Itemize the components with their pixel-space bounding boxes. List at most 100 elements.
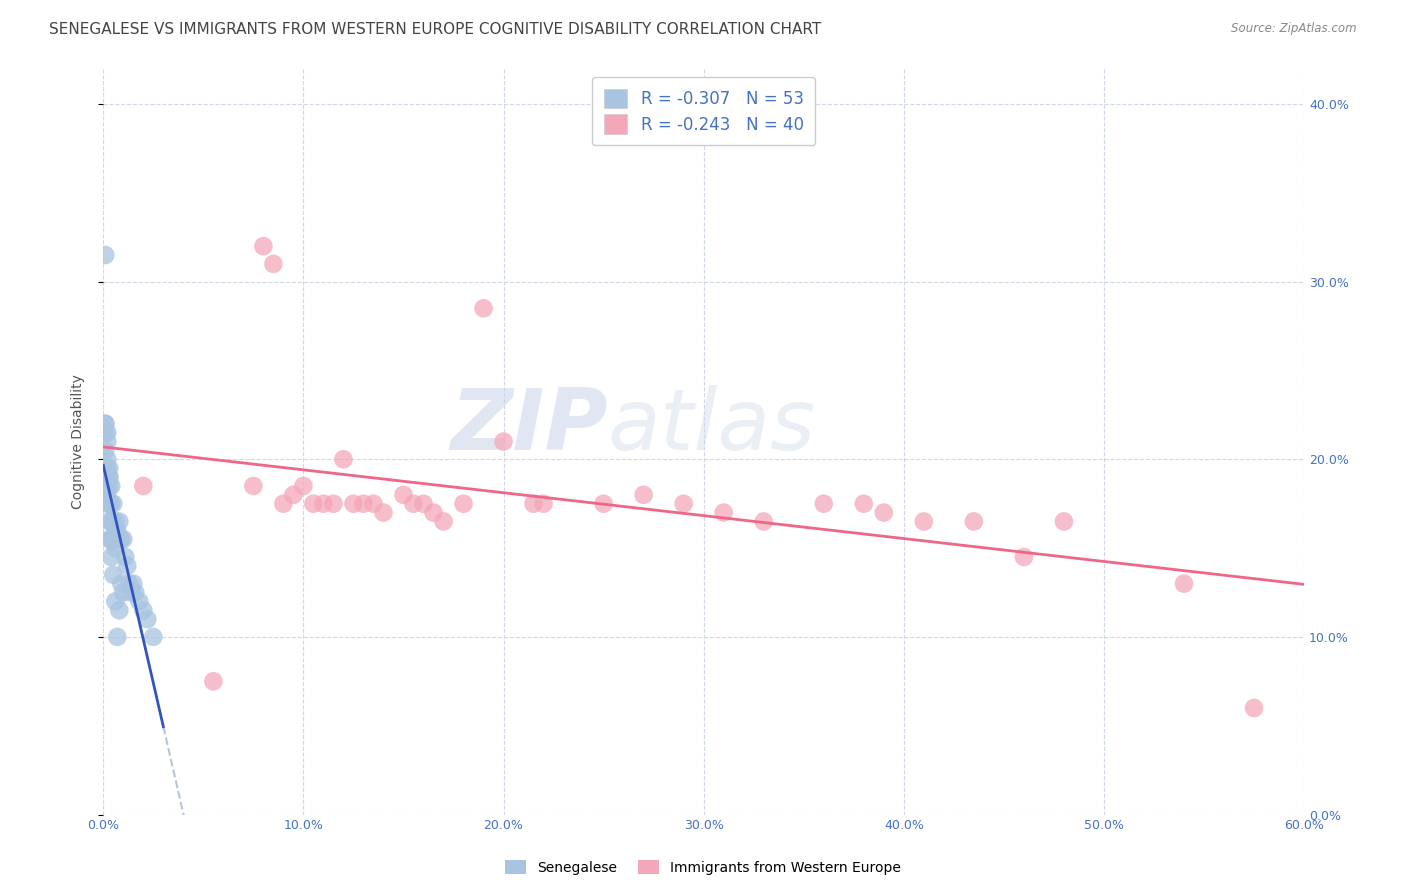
Point	[104, 594, 127, 608]
Point	[912, 515, 935, 529]
Point	[104, 524, 127, 538]
Point	[98, 479, 121, 493]
Point	[672, 497, 695, 511]
Point	[98, 515, 121, 529]
Text: ZIP: ZIP	[450, 385, 607, 468]
Point	[1012, 549, 1035, 564]
Point	[120, 585, 142, 599]
Point	[100, 549, 122, 564]
Point	[752, 515, 775, 529]
Legend: R = -0.307   N = 53, R = -0.243   N = 40: R = -0.307 N = 53, R = -0.243 N = 40	[592, 77, 815, 145]
Point	[103, 533, 125, 547]
Point	[202, 674, 225, 689]
Point	[104, 541, 127, 555]
Legend: Senegalese, Immigrants from Western Europe: Senegalese, Immigrants from Western Euro…	[499, 855, 907, 880]
Point	[963, 515, 986, 529]
Point	[633, 488, 655, 502]
Point	[96, 434, 118, 449]
Point	[103, 497, 125, 511]
Point	[100, 533, 122, 547]
Point	[103, 567, 125, 582]
Point	[98, 533, 121, 547]
Point	[392, 488, 415, 502]
Point	[453, 497, 475, 511]
Point	[1173, 576, 1195, 591]
Point	[94, 248, 117, 262]
Point	[813, 497, 835, 511]
Point	[98, 470, 121, 484]
Point	[94, 417, 117, 431]
Point	[262, 257, 284, 271]
Point	[432, 515, 454, 529]
Point	[128, 594, 150, 608]
Point	[402, 497, 425, 511]
Text: Source: ZipAtlas.com: Source: ZipAtlas.com	[1232, 22, 1357, 36]
Point	[472, 301, 495, 316]
Point	[108, 603, 131, 617]
Point	[100, 515, 122, 529]
Point	[332, 452, 354, 467]
Point	[412, 497, 434, 511]
Point	[713, 506, 735, 520]
Point	[100, 497, 122, 511]
Point	[98, 461, 121, 475]
Point	[302, 497, 325, 511]
Point	[108, 533, 131, 547]
Point	[363, 497, 385, 511]
Point	[108, 515, 131, 529]
Point	[422, 506, 444, 520]
Point	[114, 549, 136, 564]
Point	[873, 506, 896, 520]
Point	[96, 479, 118, 493]
Point	[96, 425, 118, 440]
Point	[592, 497, 614, 511]
Point	[242, 479, 264, 493]
Point	[105, 524, 128, 538]
Point	[342, 497, 364, 511]
Point	[105, 630, 128, 644]
Point	[523, 497, 546, 511]
Point	[492, 434, 515, 449]
Point	[98, 470, 121, 484]
Point	[132, 479, 155, 493]
Point	[104, 515, 127, 529]
Point	[96, 452, 118, 467]
Text: atlas: atlas	[607, 385, 815, 468]
Point	[98, 497, 121, 511]
Point	[252, 239, 274, 253]
Point	[283, 488, 305, 502]
Point	[118, 576, 141, 591]
Y-axis label: Cognitive Disability: Cognitive Disability	[72, 374, 86, 509]
Point	[373, 506, 395, 520]
Point	[1053, 515, 1076, 529]
Point	[136, 612, 159, 626]
Point	[96, 461, 118, 475]
Point	[112, 533, 135, 547]
Point	[1243, 701, 1265, 715]
Point	[110, 576, 132, 591]
Point	[533, 497, 555, 511]
Point	[322, 497, 344, 511]
Point	[96, 488, 118, 502]
Point	[312, 497, 335, 511]
Point	[124, 585, 146, 599]
Point	[103, 515, 125, 529]
Point	[852, 497, 875, 511]
Point	[96, 497, 118, 511]
Point	[94, 417, 117, 431]
Point	[94, 443, 117, 458]
Point	[100, 479, 122, 493]
Point	[122, 576, 145, 591]
Point	[117, 558, 139, 573]
Point	[112, 585, 135, 599]
Point	[94, 470, 117, 484]
Point	[94, 425, 117, 440]
Text: SENEGALESE VS IMMIGRANTS FROM WESTERN EUROPE COGNITIVE DISABILITY CORRELATION CH: SENEGALESE VS IMMIGRANTS FROM WESTERN EU…	[49, 22, 821, 37]
Point	[105, 533, 128, 547]
Point	[292, 479, 315, 493]
Point	[110, 533, 132, 547]
Point	[132, 603, 155, 617]
Point	[142, 630, 165, 644]
Point	[353, 497, 375, 511]
Point	[273, 497, 295, 511]
